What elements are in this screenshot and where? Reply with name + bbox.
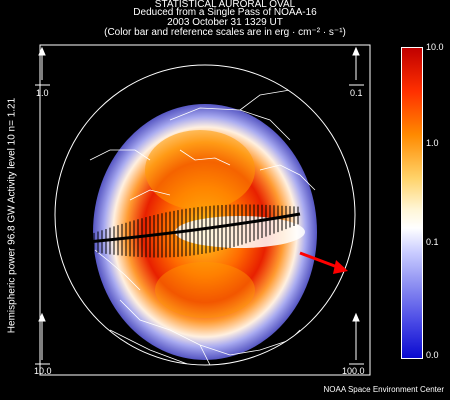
colorbar-label-0: 0.0 [426, 350, 439, 360]
map-title: STATISTICAL AURORAL OVAL [154, 0, 296, 10]
scale-top-right: 0.1 [350, 88, 363, 98]
oval-core-north [145, 130, 255, 210]
units-note: (Color bar and reference scales are in e… [104, 27, 346, 38]
oval-center-gap [175, 216, 305, 248]
map-datetime: 2003 October 31 1329 UT [167, 17, 283, 28]
colorbar-label-0-1: 0.1 [426, 237, 439, 247]
scale-bottom-left: 10.0 [34, 366, 52, 376]
scale-bottom-right: 100.0 [342, 366, 365, 376]
map-subtitle: Deduced from a Single Pass of NOAA-16 [133, 7, 317, 18]
footer-credit: NOAA Space Environment Center [323, 385, 444, 394]
colorbar-label-10: 10.0 [426, 42, 444, 52]
oval-core-south [155, 262, 255, 318]
color-bar [401, 47, 423, 359]
reference-scale-arrows [35, 46, 364, 365]
sun-direction-arrow [299, 251, 348, 274]
colorbar-label-1: 1.0 [426, 138, 439, 148]
map-frame [39, 44, 371, 376]
satellite-track [87, 204, 301, 258]
hemispheric-power-label: Hemispheric power 96.8 GW Activity level… [6, 97, 18, 334]
scale-top-left: 1.0 [36, 88, 49, 98]
